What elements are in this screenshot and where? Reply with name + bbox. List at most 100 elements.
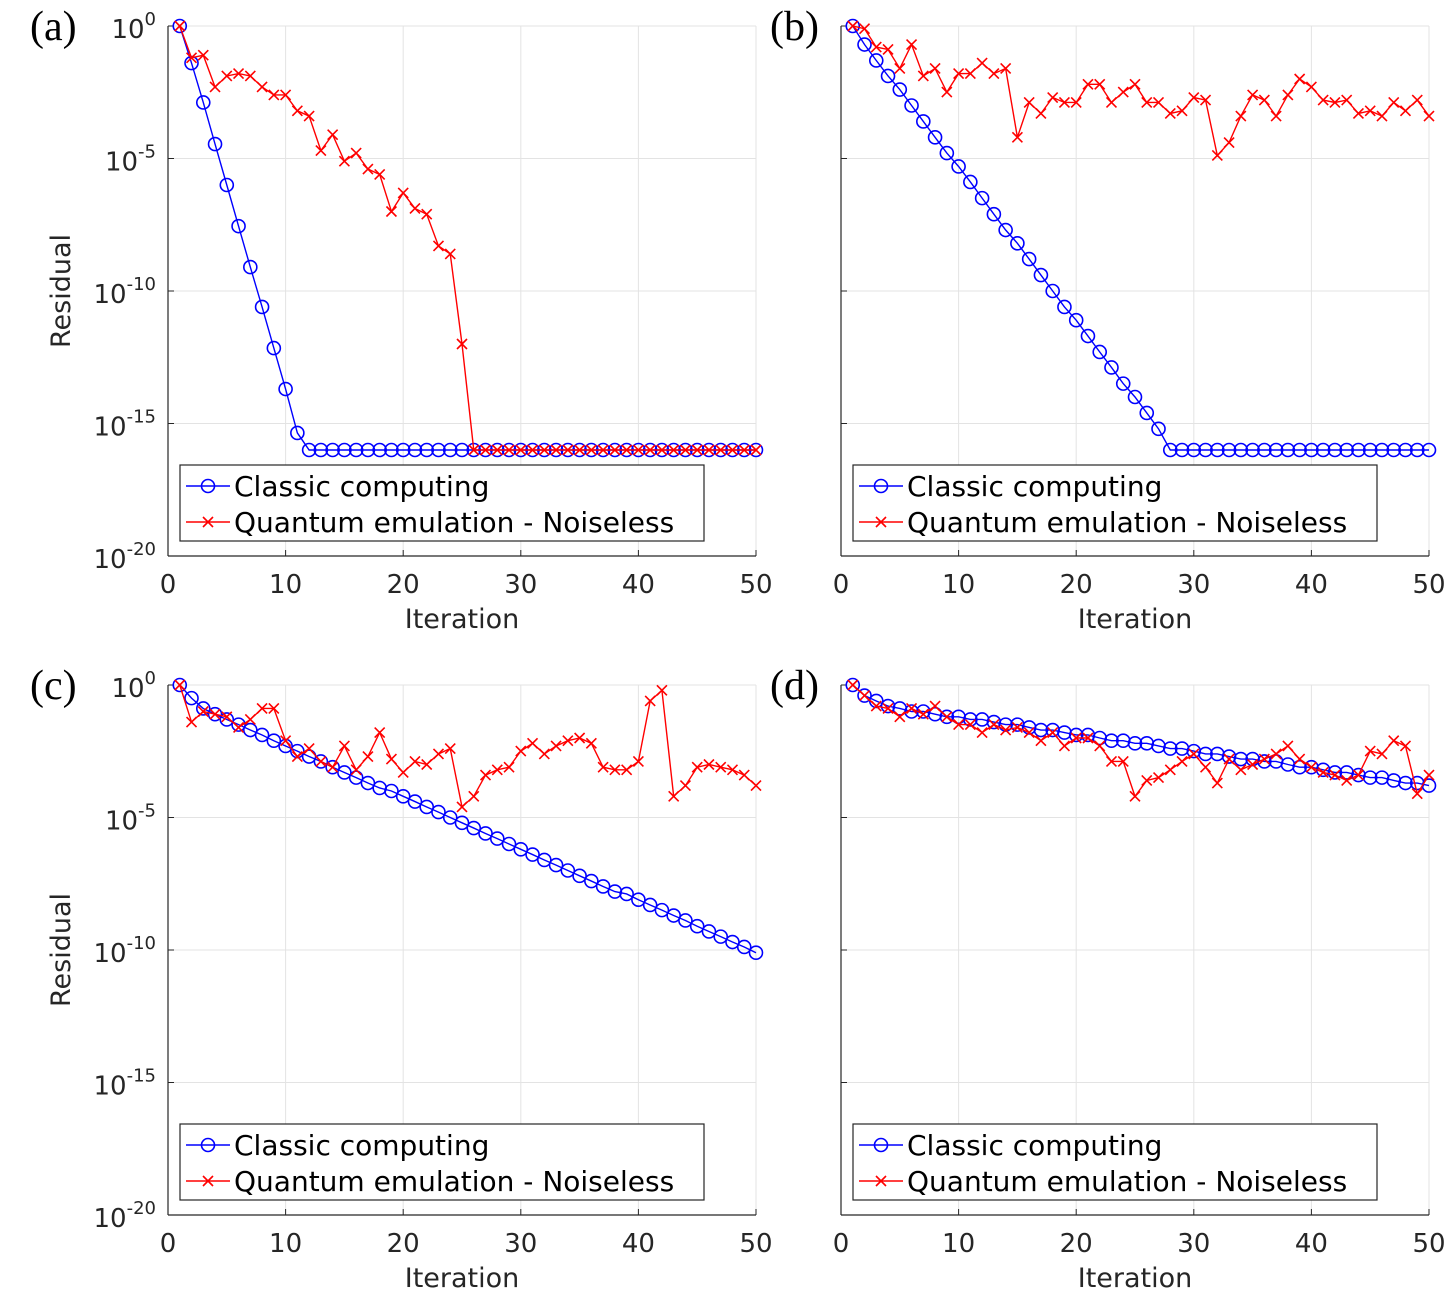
marker bbox=[964, 719, 976, 731]
marker bbox=[244, 70, 256, 82]
marker bbox=[963, 174, 978, 190]
marker bbox=[1376, 748, 1388, 760]
marker bbox=[421, 208, 433, 220]
marker bbox=[1423, 110, 1435, 122]
x-tick-label: 10 bbox=[942, 1229, 975, 1259]
x-axis-label: Iteration bbox=[1078, 1263, 1193, 1294]
marker bbox=[689, 918, 705, 934]
marker bbox=[894, 711, 906, 723]
marker bbox=[1188, 91, 1200, 104]
marker bbox=[1223, 753, 1235, 765]
marker bbox=[905, 38, 918, 51]
tick-base: 10 bbox=[94, 1072, 127, 1102]
marker bbox=[701, 924, 717, 939]
marker bbox=[595, 879, 611, 894]
marker bbox=[1362, 442, 1378, 458]
marker bbox=[1092, 344, 1108, 360]
marker bbox=[526, 737, 539, 749]
marker bbox=[1399, 105, 1412, 117]
marker bbox=[313, 754, 329, 769]
x-axis-label: Iteration bbox=[405, 604, 520, 635]
marker bbox=[678, 913, 693, 928]
marker bbox=[337, 442, 352, 458]
x-tick-label: 40 bbox=[622, 1229, 655, 1259]
marker bbox=[350, 764, 362, 776]
marker bbox=[738, 769, 750, 781]
marker bbox=[313, 442, 329, 458]
marker bbox=[1021, 251, 1037, 267]
marker bbox=[1070, 732, 1082, 744]
y-tick-label: 10-20 bbox=[94, 539, 157, 575]
x-tick-label: 50 bbox=[739, 1229, 772, 1259]
marker bbox=[374, 168, 386, 181]
marker bbox=[953, 68, 965, 80]
marker bbox=[207, 136, 223, 152]
marker bbox=[268, 702, 280, 715]
marker bbox=[1127, 736, 1143, 751]
marker bbox=[1176, 105, 1188, 117]
marker bbox=[656, 444, 668, 456]
marker bbox=[644, 444, 656, 456]
tick-base: 10 bbox=[105, 807, 138, 837]
marker bbox=[197, 49, 209, 61]
marker bbox=[1045, 283, 1060, 299]
marker bbox=[572, 868, 587, 884]
marker bbox=[870, 41, 882, 53]
subplot: 0 10 20 30 40 5010-2010-1510-1010-5100(a)Iter… bbox=[30, 4, 773, 635]
x-tick-label: 50 bbox=[1412, 1229, 1445, 1259]
marker bbox=[562, 735, 574, 747]
marker bbox=[337, 765, 352, 780]
marker bbox=[894, 62, 906, 75]
marker bbox=[1327, 765, 1343, 780]
marker bbox=[1023, 96, 1035, 109]
legend-label: Quantum emulation - Noiseless bbox=[907, 506, 1347, 539]
marker bbox=[290, 425, 305, 441]
marker bbox=[1280, 442, 1296, 458]
marker bbox=[988, 719, 1000, 731]
marker bbox=[409, 755, 421, 768]
marker bbox=[254, 299, 270, 315]
marker bbox=[1327, 442, 1343, 458]
marker bbox=[1305, 761, 1317, 773]
marker bbox=[395, 789, 411, 804]
marker bbox=[421, 758, 433, 771]
marker bbox=[1329, 96, 1341, 109]
subplot: 0 10 20 30 40 50 (b) Iteration Classic computing… bbox=[770, 4, 1446, 635]
marker bbox=[466, 820, 482, 836]
marker bbox=[195, 95, 211, 110]
marker bbox=[1421, 442, 1437, 458]
marker bbox=[1035, 735, 1047, 747]
marker bbox=[362, 163, 374, 175]
marker bbox=[456, 801, 468, 813]
marker bbox=[1115, 376, 1131, 391]
marker bbox=[1094, 740, 1106, 752]
marker bbox=[916, 114, 931, 129]
marker bbox=[1223, 136, 1235, 149]
marker bbox=[1411, 94, 1423, 106]
tick-base: 10 bbox=[94, 1204, 127, 1234]
marker bbox=[409, 202, 421, 215]
marker bbox=[917, 708, 929, 720]
panel-label: (a) bbox=[30, 4, 77, 50]
marker bbox=[209, 708, 221, 720]
tick-exponent: -15 bbox=[127, 1066, 156, 1087]
y-axis-label: Residual bbox=[46, 893, 77, 1007]
marker bbox=[184, 690, 199, 706]
marker bbox=[642, 897, 658, 913]
marker bbox=[1210, 442, 1225, 458]
marker bbox=[619, 886, 634, 902]
x-tick-label: 0 bbox=[833, 570, 850, 600]
marker bbox=[1047, 727, 1059, 739]
marker bbox=[1364, 745, 1376, 757]
marker bbox=[976, 727, 988, 739]
marker bbox=[231, 218, 246, 234]
x-tick-label: 20 bbox=[1060, 1229, 1093, 1259]
y-axis-label: Residual bbox=[46, 234, 77, 348]
marker bbox=[1294, 753, 1306, 765]
marker bbox=[454, 442, 470, 458]
marker bbox=[431, 804, 446, 820]
marker bbox=[385, 753, 398, 765]
marker bbox=[1104, 733, 1119, 749]
tick-exponent: 0 bbox=[145, 668, 156, 689]
marker bbox=[1082, 78, 1094, 90]
